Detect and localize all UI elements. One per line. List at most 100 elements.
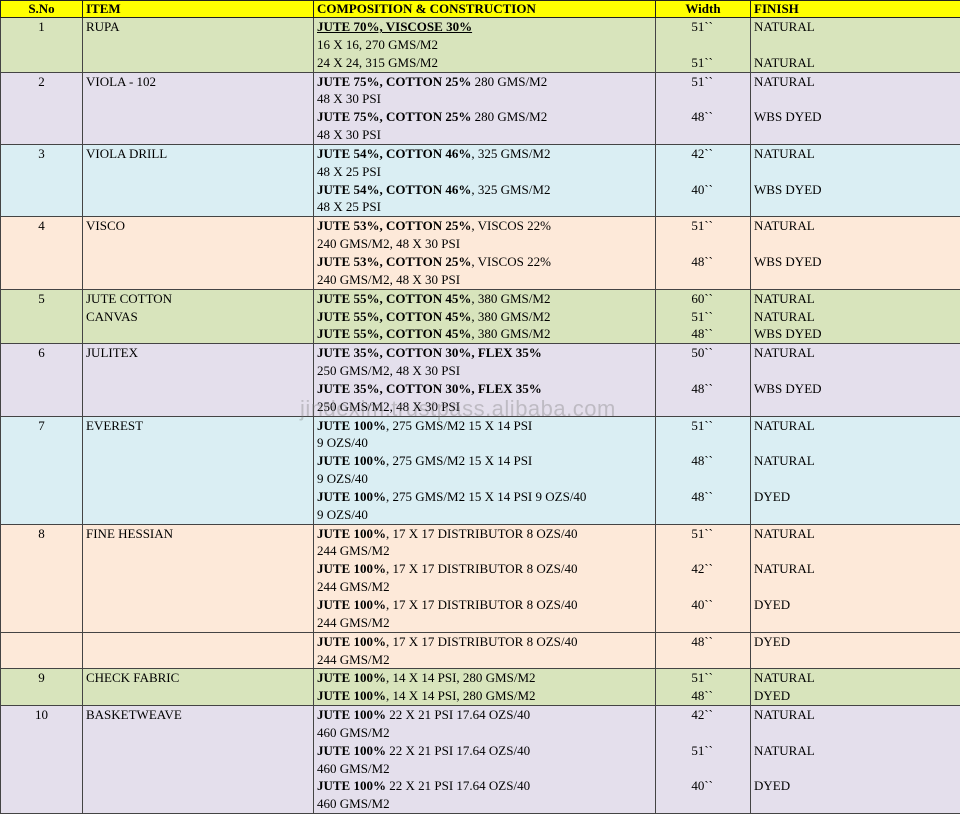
composition-line: JUTE 100%, 17 X 17 DISTRIBUTOR 8 OZS/40 [317, 596, 652, 614]
sno-value: 9 [38, 670, 45, 686]
finish-value [754, 126, 957, 144]
composition-spec: 22 X 21 PSI 17.64 OZS/40 [385, 742, 531, 758]
composition-cell: JUTE 53%, COTTON 25%, VISCOS 22% 240 GMS/… [313, 216, 656, 290]
composition-line: 9 OZS/40 [317, 434, 652, 452]
finish-value [754, 760, 957, 778]
item-name: JULITEX [86, 345, 138, 361]
composition-cell: JUTE 55%, COTTON 45%, 380 GMS/M2 JUTE 55%… [313, 288, 656, 345]
width-value [659, 163, 747, 181]
finish-cell: NATURAL DYED [750, 668, 960, 707]
sno-value: 3 [38, 145, 45, 161]
finish-value [754, 90, 957, 108]
composition-line: 240 GMS/M2, 48 X 30 PSI [317, 235, 652, 253]
composition-spec: , 380 GMS/M2 [471, 326, 551, 342]
table-row: JUTE 100%, 17 X 17 DISTRIBUTOR 8 OZS/40 2… [0, 631, 960, 670]
width-value: 51`` [691, 670, 713, 686]
composition-spec: , 275 GMS/M2 15 X 14 PSI [385, 417, 533, 433]
width-cell: 51`` 51`` [655, 17, 751, 73]
sno-cell: 8 [0, 523, 83, 633]
sno-cell: 9 [0, 668, 83, 707]
composition-spec: , 17 X 17 DISTRIBUTOR 8 OZS/40 [385, 633, 578, 649]
width-cell: 51`` 48`` [655, 668, 751, 707]
item-name: VISCO [86, 218, 126, 234]
width-value: 48`` [691, 380, 713, 396]
composition-spec: 244 GMS/M2 [317, 579, 390, 595]
item-name: CHECK FABRIC [86, 670, 180, 686]
finish-value [754, 506, 957, 524]
width-value: 48`` [691, 488, 713, 504]
width-cell: 48`` [655, 631, 751, 670]
width-cell: 42`` 40`` [655, 143, 751, 218]
composition-spec: , VISCOS 22% [471, 253, 551, 269]
width-value: 48`` [691, 688, 713, 704]
composition-spec: 460 GMS/M2 [317, 724, 390, 740]
finish-value: NATURAL [754, 525, 815, 541]
composition-line: JUTE 100%, 275 GMS/M2 15 X 14 PSI 9 OZS/… [317, 488, 652, 506]
composition-cell: JUTE 100% 22 X 21 PSI 17.64 OZS/40 460 GM… [313, 705, 656, 815]
finish-value: NATURAL [754, 19, 815, 34]
composition-line: 48 X 30 PSI [317, 90, 652, 108]
finish-value [754, 398, 957, 416]
composition-line: 460 GMS/M2 [317, 724, 652, 742]
finish-value [754, 470, 957, 488]
composition-spec: , 14 X 14 PSI, 280 GMS/M2 [385, 670, 536, 686]
composition-line: 9 OZS/40 [317, 506, 652, 524]
composition-cell: JUTE 54%, COTTON 46%, 325 GMS/M2 48 X 25 … [313, 143, 656, 218]
composition-line: JUTE 53%, COTTON 25%, VISCOS 22% [317, 253, 652, 271]
width-value: 40`` [691, 778, 713, 794]
composition-spec: , 275 GMS/M2 15 X 14 PSI 9 OZS/40 [385, 488, 587, 504]
sno-cell: 2 [0, 71, 83, 145]
width-value [659, 434, 747, 452]
finish-value [754, 724, 957, 742]
finish-value: NATURAL [754, 54, 815, 70]
composition-spec: 244 GMS/M2 [317, 651, 390, 667]
composition-line: JUTE 100%, 17 X 17 DISTRIBUTOR 8 OZS/40 [317, 633, 652, 651]
table-row: 7 EVEREST JUTE 100%, 275 GMS/M2 15 X 14 PS… [0, 415, 960, 525]
composition-line: JUTE 100%, 14 X 14 PSI, 280 GMS/M2 [317, 669, 652, 687]
finish-cell: NATURAL NATURAL WBS DYED [750, 288, 960, 345]
item-cell: FINE HESSIAN [82, 523, 314, 633]
table-row: 5 JUTE COTTON CANVAS JUTE 55%, COTTON 45%, … [0, 288, 960, 345]
composition-line: 48 X 25 PSI [317, 198, 652, 216]
width-value: 51`` [691, 308, 713, 324]
width-value: 48`` [691, 253, 713, 269]
composition-spec: , 325 GMS/M2 [471, 145, 551, 161]
header-composition: COMPOSITION & CONSTRUCTION [313, 0, 656, 18]
composition-line: JUTE 53%, COTTON 25%, VISCOS 22% [317, 217, 652, 235]
width-cell: 51`` 48`` [655, 216, 751, 290]
width-value: 40`` [691, 181, 713, 197]
sno-cell: 10 [0, 705, 83, 815]
composition-line: 244 GMS/M2 [317, 614, 652, 632]
item-name: EVEREST [86, 417, 144, 433]
table-row: 10 BASKETWEAVE JUTE 100% 22 X 21 PSI 17.64… [0, 705, 960, 815]
composition-spec: 280 GMS/M2 [471, 73, 548, 89]
item-cell: BASKETWEAVE [82, 705, 314, 815]
composition-spec: , 275 GMS/M2 15 X 14 PSI [385, 453, 533, 469]
composition-spec: 9 OZS/40 [317, 435, 368, 451]
composition-line: 16 X 16, 270 GMS/M2 [317, 36, 652, 54]
composition-spec: , 17 X 17 DISTRIBUTOR 8 OZS/40 [385, 525, 578, 541]
sno-cell: 6 [0, 343, 83, 417]
sno-cell: 3 [0, 143, 83, 218]
item-cell: RUPA [82, 17, 314, 73]
item-cell: VISCO [82, 216, 314, 290]
finish-cell: DYED [750, 631, 960, 670]
composition-line: 244 GMS/M2 [317, 651, 652, 669]
width-cell: 50`` 48`` [655, 343, 751, 417]
finish-value: NATURAL [754, 308, 815, 324]
header-finish: FINISH [750, 0, 960, 18]
composition-cell: JUTE 70%, VISCOSE 30% 16 X 16, 270 GMS/M2… [313, 17, 656, 73]
item-cell: VIOLA DRILL [82, 143, 314, 218]
composition-line: JUTE 54%, COTTON 46%, 325 GMS/M2 [317, 145, 652, 163]
finish-value [754, 795, 957, 813]
item-name [86, 633, 310, 651]
item-name: CANVAS [86, 308, 138, 324]
composition-spec: 22 X 21 PSI 17.64 OZS/40 [385, 778, 531, 794]
composition-line: JUTE 75%, COTTON 25% 280 GMS/M2 [317, 108, 652, 126]
composition-fiber: JUTE 53%, COTTON 25% [317, 218, 472, 234]
finish-cell: NATURAL WBS DYED [750, 71, 960, 145]
finish-value: NATURAL [754, 742, 815, 758]
width-value: 48`` [691, 326, 713, 342]
composition-line: 244 GMS/M2 [317, 542, 652, 560]
width-value [659, 542, 747, 560]
